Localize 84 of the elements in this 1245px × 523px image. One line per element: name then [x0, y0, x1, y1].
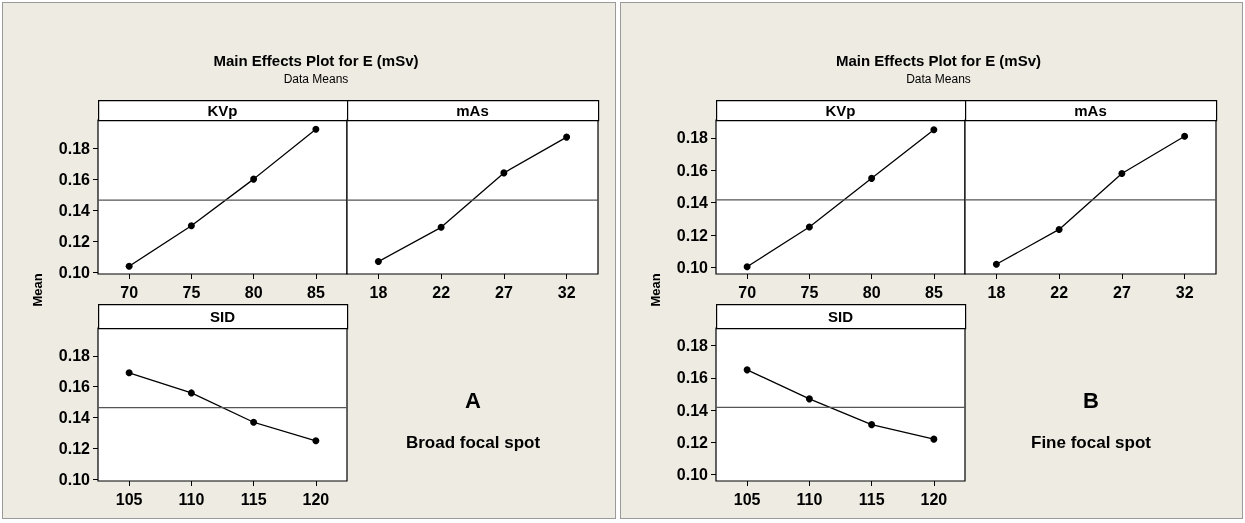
x-tick-label: 115 [240, 490, 267, 508]
point [500, 169, 508, 177]
x-tick-label: 115 [858, 490, 885, 508]
point [187, 222, 195, 230]
point [250, 418, 258, 426]
y-tick-label: 0.14 [676, 194, 709, 212]
y-tick-label: 0.16 [58, 170, 91, 188]
point [312, 125, 320, 133]
y-tick-label: 0.16 [58, 378, 91, 396]
point [930, 435, 938, 443]
x-tick-label: 75 [800, 283, 819, 301]
x-axis-title: KVp [207, 101, 238, 119]
point [374, 258, 382, 266]
point [992, 260, 1000, 268]
x-tick-label: 22 [432, 283, 451, 301]
x-tick-label: 18 [369, 283, 388, 301]
point [563, 133, 571, 141]
x-axis-title: SID [209, 307, 236, 325]
point [930, 126, 938, 134]
chart-title: Main Effects Plot for E (mSv) [213, 52, 419, 69]
y-axis-title: Mean [29, 273, 45, 307]
y-tick-label: 0.10 [676, 466, 709, 484]
point [1181, 132, 1189, 140]
x-tick-label: 75 [182, 283, 201, 301]
y-tick-label: 0.12 [676, 226, 709, 244]
point [805, 223, 813, 231]
x-axis-title: KVp [825, 101, 856, 119]
point [1055, 225, 1063, 233]
y-axis-title: Mean [647, 273, 663, 307]
text: A [465, 387, 482, 413]
x-tick-label: 85 [924, 283, 943, 301]
y-tick-label: 0.12 [676, 433, 709, 451]
point [250, 175, 258, 183]
x-tick-label: 70 [120, 283, 139, 301]
x-tick-label: 18 [987, 283, 1006, 301]
x-axis-title: mAs [456, 101, 489, 119]
y-tick-label: 0.16 [676, 161, 709, 179]
y-tick-label: 0.10 [58, 470, 91, 488]
x-tick-label: 80 [244, 283, 263, 301]
x-tick-label: 85 [306, 283, 325, 301]
y-tick-label: 0.12 [58, 440, 91, 458]
x-axis-title: mAs [1074, 101, 1107, 119]
y-tick-label: 0.14 [58, 409, 91, 427]
x-tick-label: 110 [178, 490, 205, 508]
x-tick-label: 32 [1175, 283, 1194, 301]
x-tick-label: 80 [862, 283, 881, 301]
x-tick-label: 105 [115, 490, 143, 508]
text: Broad focal spot [405, 432, 541, 452]
y-tick-label: 0.14 [58, 201, 91, 219]
x-tick-label: 27 [1112, 283, 1131, 301]
point [125, 369, 133, 377]
x-tick-label: 32 [557, 283, 576, 301]
point [187, 389, 195, 397]
x-tick-label: 110 [796, 490, 823, 508]
chart-subtitle: Data Means [906, 72, 971, 86]
x-tick-label: 105 [733, 490, 761, 508]
chart-subtitle: Data Means [283, 72, 349, 86]
x-tick-label: 70 [738, 283, 757, 301]
x-tick-label: 22 [1050, 283, 1069, 301]
x-tick-label: 27 [494, 283, 513, 301]
chart-title: Main Effects Plot for E (mSv) [835, 52, 1042, 69]
x-tick-label: 120 [302, 490, 330, 508]
y-tick-label: 0.18 [58, 139, 91, 157]
y-tick-label: 0.18 [58, 347, 91, 365]
point [743, 263, 751, 271]
y-tick-label: 0.18 [676, 337, 709, 355]
x-axis-title: SID [827, 307, 854, 325]
y-tick-label: 0.10 [676, 259, 709, 277]
point [312, 437, 320, 445]
y-tick-label: 0.12 [58, 232, 91, 250]
x-tick-label: 120 [920, 490, 948, 508]
y-tick-label: 0.16 [676, 369, 709, 387]
text: B [1083, 387, 1099, 413]
point [125, 262, 133, 270]
text: Fine focal spot [1031, 432, 1152, 452]
y-tick-label: 0.18 [676, 129, 709, 147]
point [868, 174, 876, 182]
point [437, 223, 445, 231]
y-tick-label: 0.14 [676, 401, 709, 419]
y-tick-label: 0.10 [58, 263, 91, 281]
point [1118, 170, 1126, 177]
point [743, 366, 751, 374]
point [805, 395, 813, 403]
point [868, 421, 876, 429]
